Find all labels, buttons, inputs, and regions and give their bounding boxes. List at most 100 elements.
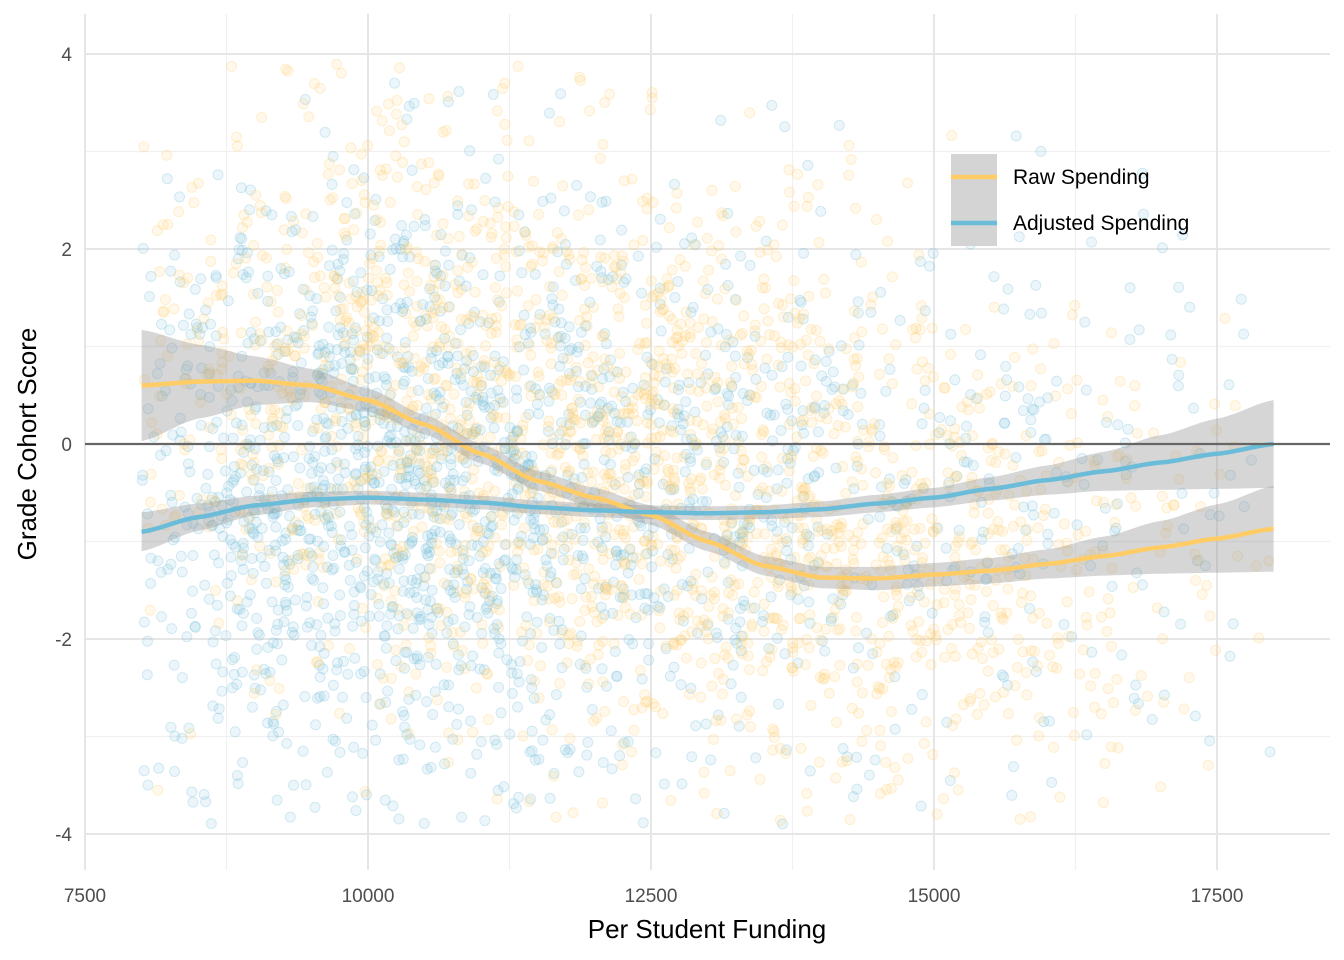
scatter-point [447, 468, 459, 480]
scatter-point [184, 466, 196, 478]
scatter-point [414, 659, 426, 671]
scatter-point [780, 398, 792, 410]
scatter-point [510, 384, 522, 396]
scatter-point [475, 380, 487, 392]
scatter-point [855, 387, 867, 399]
scatter-point [965, 594, 977, 606]
scatter-point [992, 446, 1004, 458]
scatter-point [303, 111, 315, 123]
scatter-point [434, 386, 446, 398]
scatter-point [619, 559, 631, 571]
scatter-point [844, 814, 856, 826]
scatter-point [1081, 619, 1093, 631]
scatter-point [252, 287, 264, 299]
scatter-point [802, 191, 814, 203]
scatter-point [515, 318, 527, 330]
scatter-point [605, 447, 617, 459]
scatter-point [463, 318, 475, 329]
scatter-point [460, 348, 472, 360]
scatter-point [332, 533, 344, 545]
scatter-point [363, 530, 375, 542]
scatter-point [414, 445, 425, 457]
scatter-point [1079, 316, 1091, 328]
scatter-point [443, 727, 455, 739]
scatter-point [848, 483, 860, 495]
scatter-point [248, 457, 260, 469]
scatter-point [187, 796, 199, 808]
scatter-point [1014, 813, 1026, 825]
scatter-point [397, 546, 409, 558]
scatter-point [775, 336, 787, 348]
scatter-point [845, 154, 857, 165]
scatter-point [982, 627, 994, 638]
scatter-point [614, 348, 626, 359]
scatter-point [647, 386, 659, 398]
scatter-point [1025, 427, 1037, 438]
scatter-point [195, 273, 207, 285]
scatter-point [401, 456, 413, 468]
scatter-point [579, 340, 591, 351]
scatter-point [837, 589, 849, 601]
scatter-point [513, 676, 525, 688]
scatter-point [313, 367, 325, 379]
scatter-point [512, 481, 524, 493]
scatter-point [272, 306, 284, 318]
scatter-point [744, 389, 756, 401]
scatter-point [519, 461, 531, 473]
scatter-point [786, 586, 798, 598]
scatter-point [196, 362, 208, 374]
scatter-point [533, 370, 545, 382]
scatter-point [596, 396, 608, 408]
scatter-point [510, 802, 522, 814]
scatter-point [649, 701, 661, 713]
scatter-point [524, 746, 536, 758]
scatter-point [1146, 714, 1158, 725]
scatter-point [697, 483, 708, 495]
scatter-point [862, 513, 874, 525]
scatter-point [608, 576, 620, 588]
scatter-point [1109, 525, 1121, 537]
scatter-point [272, 618, 284, 630]
scatter-point [547, 299, 559, 311]
scatter-point [321, 417, 332, 429]
scatter-point [371, 469, 383, 481]
scatter-point [338, 248, 350, 259]
scatter-point [506, 561, 518, 573]
scatter-point [887, 609, 899, 621]
scatter-point [479, 516, 491, 528]
scatter-point [245, 327, 257, 338]
scatter-point [952, 784, 964, 796]
scatter-point [479, 563, 491, 574]
scatter-point [254, 483, 266, 495]
scatter-point [1083, 586, 1095, 598]
scatter-point [317, 338, 329, 350]
scatter-point [675, 679, 687, 691]
scatter-point [528, 518, 540, 530]
scatter-point [571, 346, 583, 358]
scatter-point [202, 297, 214, 309]
scatter-point [613, 311, 625, 323]
scatter-point [749, 330, 761, 342]
scatter-point [765, 591, 777, 603]
scatter-point [413, 613, 425, 625]
scatter-point [411, 653, 423, 665]
scatter-point [805, 700, 817, 711]
scatter-point [357, 602, 368, 614]
scatter-point [267, 716, 279, 728]
scatter-point [483, 317, 495, 329]
scatter-point [297, 283, 309, 295]
scatter-point [780, 744, 792, 756]
scatter-point [465, 715, 476, 727]
scatter-point [801, 805, 813, 817]
scatter-point [292, 549, 304, 561]
scatter-point [203, 368, 215, 380]
scatter-point [803, 531, 815, 543]
scatter-point [494, 396, 506, 408]
scatter-point [642, 529, 654, 541]
scatter-point [399, 721, 411, 733]
scatter-point [753, 485, 765, 497]
scatter-point [418, 580, 430, 592]
scatter-point [437, 357, 449, 369]
scatter-point [400, 471, 412, 483]
scatter-point [225, 551, 237, 563]
